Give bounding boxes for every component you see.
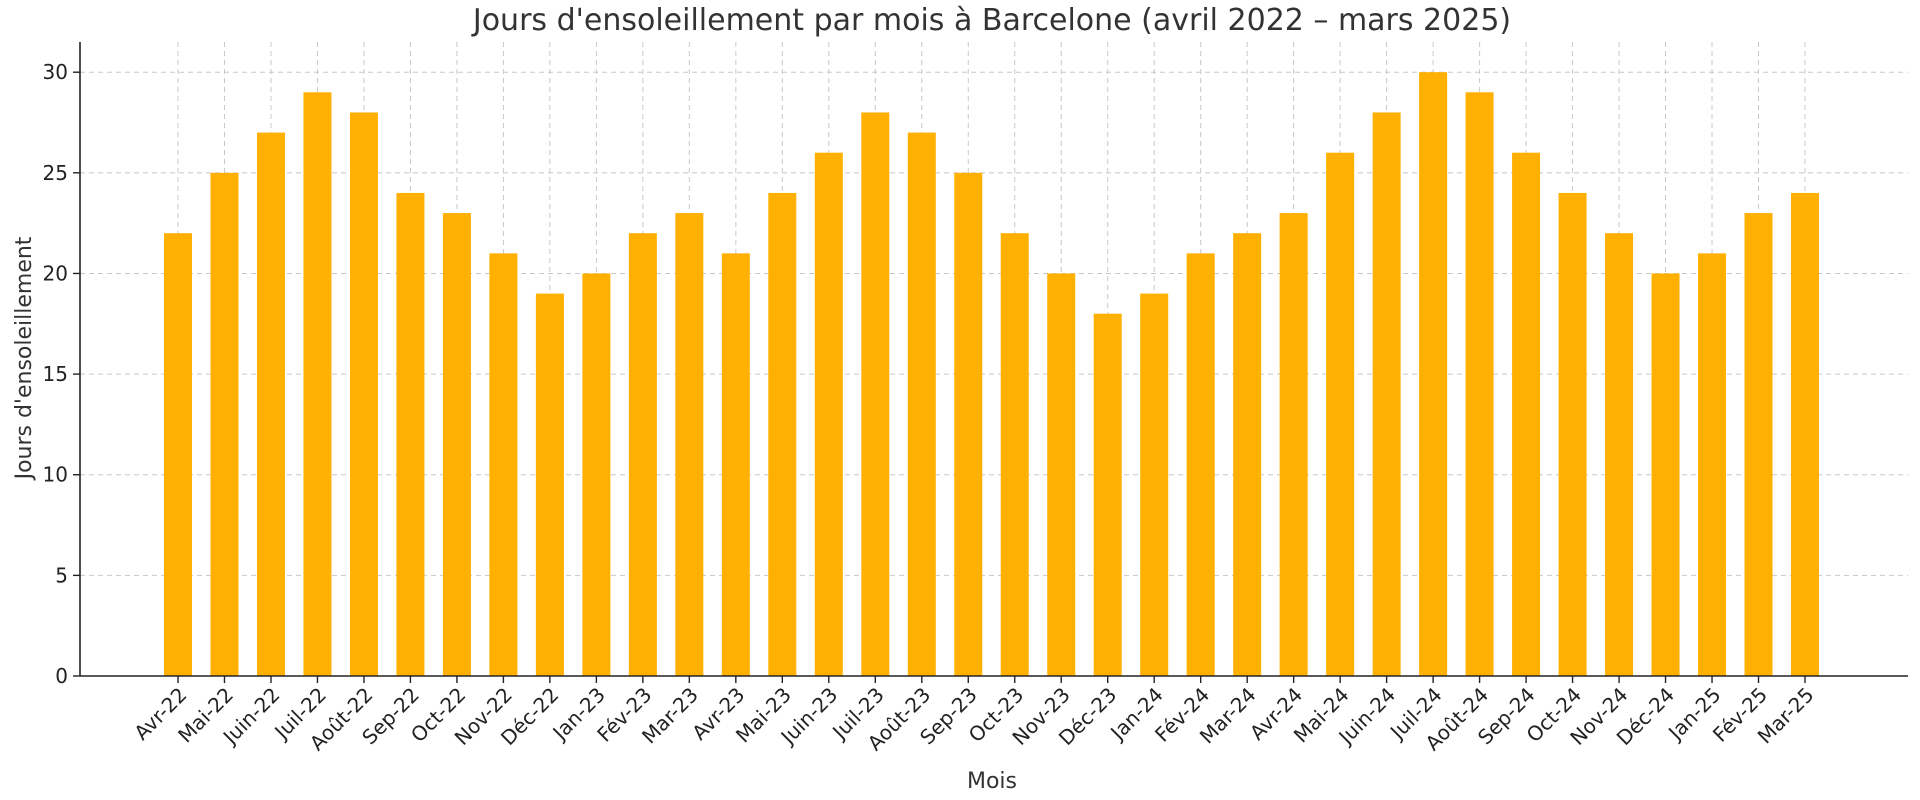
bar-Nov-24 bbox=[1605, 233, 1634, 676]
x-axis-ticks: Avr-22Mai-22Juin-22Juil-22Août-22Sep-22O… bbox=[129, 676, 1819, 755]
bar-Sep-22 bbox=[396, 192, 425, 676]
bar-Jan-25 bbox=[1698, 253, 1727, 677]
bar-Jan-23 bbox=[582, 273, 611, 676]
bar-Oct-22 bbox=[442, 213, 471, 677]
y-axis-ticks: 0 5 10 15 20 25 30 bbox=[43, 60, 80, 688]
chart-title: Jours d'ensoleillement par mois à Barcel… bbox=[471, 3, 1511, 38]
bar-Août-22 bbox=[349, 112, 378, 676]
bar-Mai-24 bbox=[1326, 152, 1355, 676]
bar-Mar-23 bbox=[675, 213, 704, 677]
bar-Mai-22 bbox=[210, 172, 239, 677]
bar-Nov-22 bbox=[489, 253, 518, 677]
bar-Juil-23 bbox=[861, 112, 890, 676]
bar-Oct-23 bbox=[1000, 233, 1029, 676]
bar-Mar-25 bbox=[1791, 192, 1819, 676]
y-tick-label: 25 bbox=[43, 161, 68, 185]
bar-Déc-22 bbox=[535, 293, 564, 676]
bar-Juil-24 bbox=[1419, 72, 1448, 676]
y-axis-label: Jours d'ensoleillement bbox=[12, 236, 37, 481]
bar-Avr-23 bbox=[721, 253, 750, 677]
bar-Mai-23 bbox=[768, 192, 797, 676]
bar-Oct-24 bbox=[1558, 192, 1587, 676]
bar-Fév-23 bbox=[628, 233, 657, 676]
y-tick-label: 15 bbox=[43, 362, 68, 386]
y-tick-label: 0 bbox=[55, 664, 68, 688]
bar-Juil-22 bbox=[303, 92, 332, 677]
y-tick-label: 10 bbox=[43, 463, 68, 487]
bar-Fév-25 bbox=[1744, 213, 1773, 677]
bar-Fév-24 bbox=[1186, 253, 1215, 677]
bars-layer bbox=[164, 72, 1819, 677]
bar-Jan-24 bbox=[1140, 293, 1169, 676]
bar-Sep-23 bbox=[954, 172, 983, 677]
bar-Août-24 bbox=[1465, 92, 1494, 677]
bar-Avr-22 bbox=[164, 233, 192, 676]
x-axis-label: Mois bbox=[967, 769, 1017, 794]
bar-Août-23 bbox=[907, 132, 936, 677]
bar-Juin-24 bbox=[1372, 112, 1401, 676]
bar-Déc-24 bbox=[1651, 273, 1680, 676]
y-tick-label: 20 bbox=[43, 261, 68, 285]
bar-Nov-23 bbox=[1047, 273, 1076, 676]
bar-Sep-24 bbox=[1512, 152, 1541, 676]
bar-Juin-22 bbox=[256, 132, 285, 677]
bar-Déc-23 bbox=[1093, 313, 1122, 676]
axes-layer bbox=[79, 42, 1908, 677]
y-tick-label: 5 bbox=[55, 563, 68, 587]
y-tick-label: 30 bbox=[43, 60, 68, 84]
bar-Avr-24 bbox=[1279, 213, 1308, 677]
bar-Juin-23 bbox=[814, 152, 843, 676]
bar-Mar-24 bbox=[1233, 233, 1262, 676]
